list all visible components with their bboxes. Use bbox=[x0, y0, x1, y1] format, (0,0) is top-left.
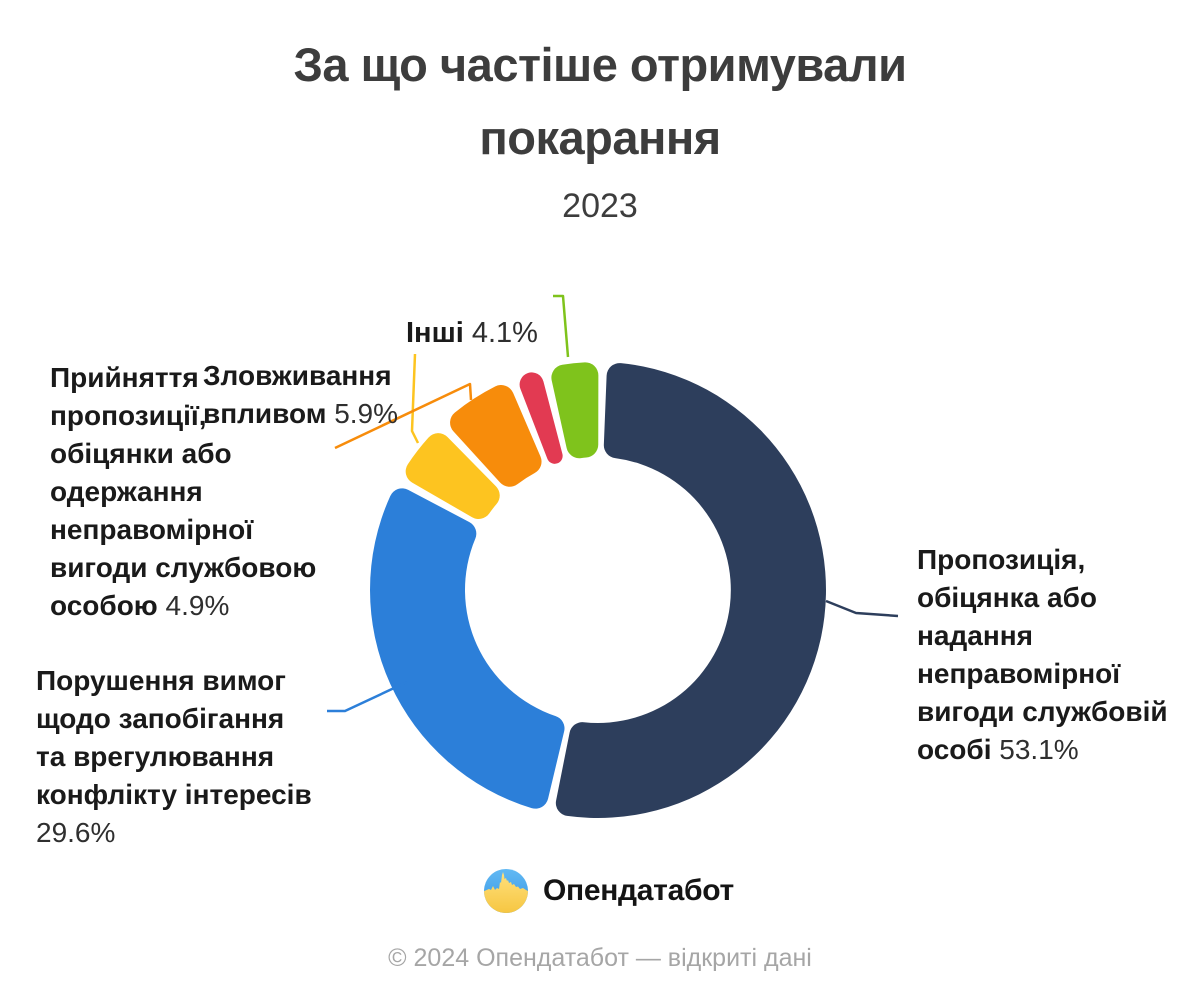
donut-slice-propozytsiia bbox=[555, 363, 826, 818]
leader-line-porushennia bbox=[327, 680, 408, 713]
opendatabot-logo-icon bbox=[484, 869, 528, 913]
donut-slice-inshi bbox=[551, 362, 599, 459]
callout-pryiniattia-value: 4.9% bbox=[157, 590, 230, 621]
callout-propozytsiia-label: Пропозиція, обіцянка або надання неправо… bbox=[917, 544, 1168, 765]
callout-inshi: Інші 4.1% bbox=[406, 276, 626, 352]
callout-zlovzhyvannia-value: 5.9% bbox=[326, 398, 399, 429]
donut-slice-unlabeled bbox=[519, 372, 563, 464]
donut-slice-pryiniattia bbox=[405, 433, 500, 519]
leader-line-zlovzhyvannia bbox=[334, 382, 473, 450]
chart-title: За що частіше отримували покарання bbox=[293, 38, 907, 164]
callout-inshi-value: 4.1% bbox=[463, 317, 538, 349]
callout-zlovzhyvannia: Зловживання впливом 5.9% bbox=[203, 319, 473, 433]
donut-slice-zlovzhyvannia bbox=[450, 385, 542, 487]
callout-propozytsiia: Пропозиція, обіцянка або надання неправо… bbox=[917, 503, 1200, 769]
callout-porushennia-value: 29.6% bbox=[36, 817, 116, 848]
leader-line-propozytsiia bbox=[825, 599, 899, 618]
donut-slice-porushennia bbox=[370, 488, 565, 809]
footer-copyright: © 2024 Опендатабот — відкриті дані bbox=[388, 944, 812, 972]
callout-porushennia-label: Порушення вимог щодо запобігання та врег… bbox=[36, 665, 312, 810]
leader-line-inshi bbox=[553, 294, 570, 358]
opendatabot-logo: Опендатабот bbox=[483, 866, 734, 916]
chart-subtitle-year: 2023 bbox=[562, 187, 638, 225]
callout-pryiniattia-label: Прийняття пропозиції, обіцянки або одерж… bbox=[50, 362, 317, 621]
callout-inshi-label: Інші bbox=[406, 317, 464, 349]
leader-line-pryiniattia bbox=[410, 353, 420, 444]
callout-pryiniattia: Прийняття пропозиції, обіцянки або одерж… bbox=[50, 321, 380, 625]
callout-porushennia: Порушення вимог щодо запобігання та врег… bbox=[36, 624, 366, 852]
callout-zlovzhyvannia-label: Зловживання впливом bbox=[203, 360, 392, 429]
opendatabot-logo-text: Опендатабот bbox=[543, 874, 734, 907]
callout-propozytsiia-value: 53.1% bbox=[991, 734, 1079, 765]
